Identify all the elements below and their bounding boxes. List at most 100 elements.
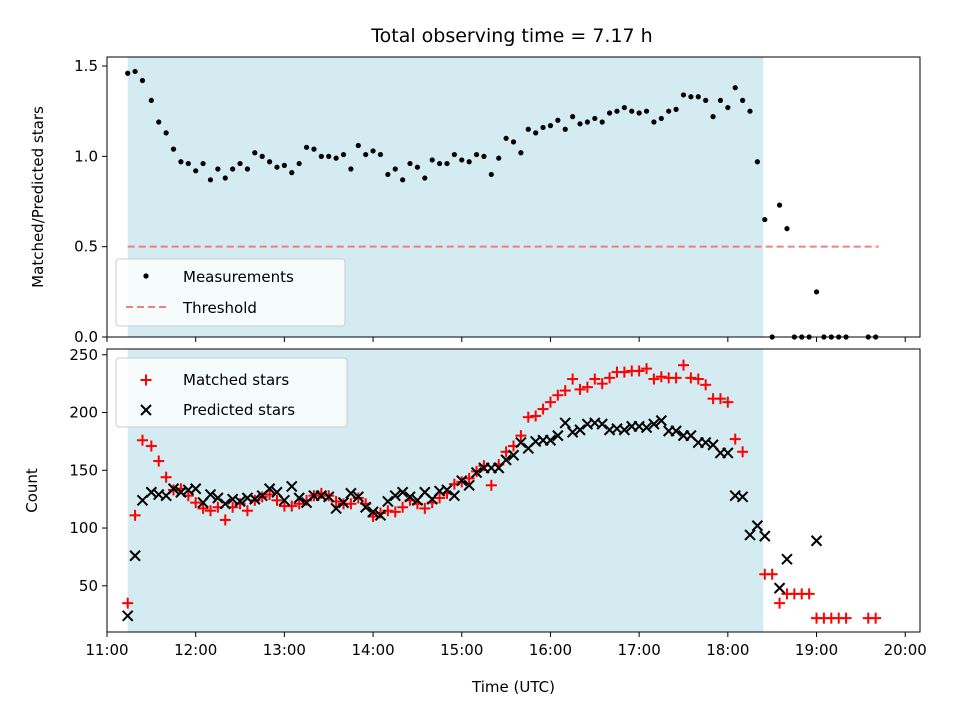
measurement-point: [754, 159, 761, 165]
measurement-point: [303, 144, 310, 150]
panel-counts: 50 100 150 200 250 11:00 12:00 13:00 14:00 15:00…: [23, 346, 927, 696]
count-y-axis-label: Count: [23, 468, 41, 513]
measurement-point: [636, 110, 642, 116]
measurement-point: [710, 114, 716, 120]
matched-star-point: [589, 373, 601, 385]
predicted-star-point: [286, 480, 298, 493]
predicted-star-point: [345, 487, 357, 500]
matched-star-point: [581, 381, 593, 393]
matched-star-point: [692, 373, 704, 385]
measurement-point: [125, 70, 131, 76]
measurement-point: [444, 160, 450, 167]
legend-predicted-label: Predicted stars: [183, 401, 295, 419]
matched-star-point: [677, 359, 689, 371]
matched-star-point: [803, 588, 815, 600]
measurement-point: [570, 114, 576, 120]
measurement-point: [732, 85, 738, 91]
measurement-point: [363, 151, 369, 158]
measurement-point: [525, 126, 531, 132]
measurement-point: [385, 171, 391, 178]
legend-matched-marker: [140, 374, 152, 386]
predicted-star-point: [212, 492, 224, 504]
y-tick-label: 0.5: [74, 238, 98, 256]
measurement-point: [289, 170, 295, 176]
measurement-point: [348, 166, 354, 172]
measurement-point: [267, 159, 273, 165]
measurement-point: [178, 159, 184, 165]
count-axes-frame: [106, 348, 921, 633]
measurement-point: [651, 119, 657, 125]
predicted-star-point: [359, 501, 372, 513]
predicted-star-point: [736, 491, 749, 503]
y-tick-label: 1.0: [74, 147, 98, 165]
matched-star-point: [522, 411, 534, 423]
matched-star-point: [145, 440, 157, 452]
measurement-point: [703, 97, 709, 103]
matched-star-point: [574, 383, 586, 395]
matched-stars-points: [122, 359, 882, 624]
matched-star-point: [633, 365, 645, 377]
matched-star-point: [293, 498, 305, 510]
x-tick-label: 14:00: [351, 641, 394, 659]
predicted-star-point: [189, 483, 202, 495]
matched-star-point: [870, 612, 882, 624]
measurement-point: [451, 151, 457, 158]
legend-plus-glyph: [140, 374, 152, 386]
measurement-point: [414, 164, 421, 170]
ratio-legend: Measurements Threshold: [115, 258, 346, 327]
ratio-y-axis-label: Matched/Predicted stars: [29, 106, 47, 288]
measurement-point: [813, 289, 820, 295]
x-axis-label: Time (UTC): [471, 678, 555, 696]
measurement-point: [422, 175, 428, 181]
matched-star-point: [197, 502, 209, 514]
predicted-star-point: [382, 495, 394, 508]
matched-star-point: [729, 433, 741, 445]
measurement-point: [643, 108, 650, 114]
measurement-point: [207, 177, 214, 183]
predicted-star-point: [618, 424, 631, 436]
predicted-star-point: [722, 447, 734, 459]
measurement-point: [473, 151, 480, 158]
matched-star-point: [219, 514, 231, 526]
measurement-point: [340, 151, 347, 158]
x-tick-label: 12:00: [174, 641, 217, 659]
ratio-y-ticks: 0.0 0.5 1.0 1.5: [74, 57, 107, 346]
measurement-point: [281, 162, 287, 168]
matched-star-point: [559, 385, 571, 397]
matched-star-point: [737, 446, 749, 458]
measurement-point: [614, 108, 620, 114]
matched-star-point: [271, 494, 283, 506]
measurement-point: [296, 160, 302, 167]
measurement-point: [148, 97, 154, 103]
legend-measurements-label: Measurements: [183, 268, 294, 286]
measurement-point: [333, 155, 339, 161]
matched-star-point: [190, 497, 202, 509]
predicted-star-point: [263, 483, 276, 495]
predicted-star-point: [648, 418, 660, 430]
predicted-star-point: [404, 491, 416, 503]
measurement-point: [326, 153, 332, 159]
measurement-point: [459, 157, 465, 163]
predicted-star-point: [121, 610, 134, 622]
measurement-point: [584, 119, 591, 125]
predicted-star-point: [175, 486, 187, 498]
measurement-point: [355, 142, 361, 149]
matched-star-point: [153, 455, 165, 467]
measurement-point: [540, 124, 546, 131]
predicted-star-point: [810, 535, 823, 547]
predicted-star-point: [559, 417, 571, 429]
matched-star-point: [204, 505, 216, 517]
predicted-star-point: [249, 493, 261, 505]
predicted-star-point: [352, 491, 364, 503]
matched-star-point: [537, 403, 549, 415]
measurement-point: [170, 146, 177, 152]
x-tick-label: 18:00: [706, 641, 749, 659]
count-legend-box: [115, 357, 348, 428]
measurement-point: [392, 166, 398, 172]
predicted-star-point: [655, 414, 668, 427]
predicted-star-point: [337, 496, 350, 509]
matched-star-point: [641, 363, 653, 375]
legend-cross-glyph: [140, 404, 152, 416]
matched-star-point: [129, 509, 141, 521]
